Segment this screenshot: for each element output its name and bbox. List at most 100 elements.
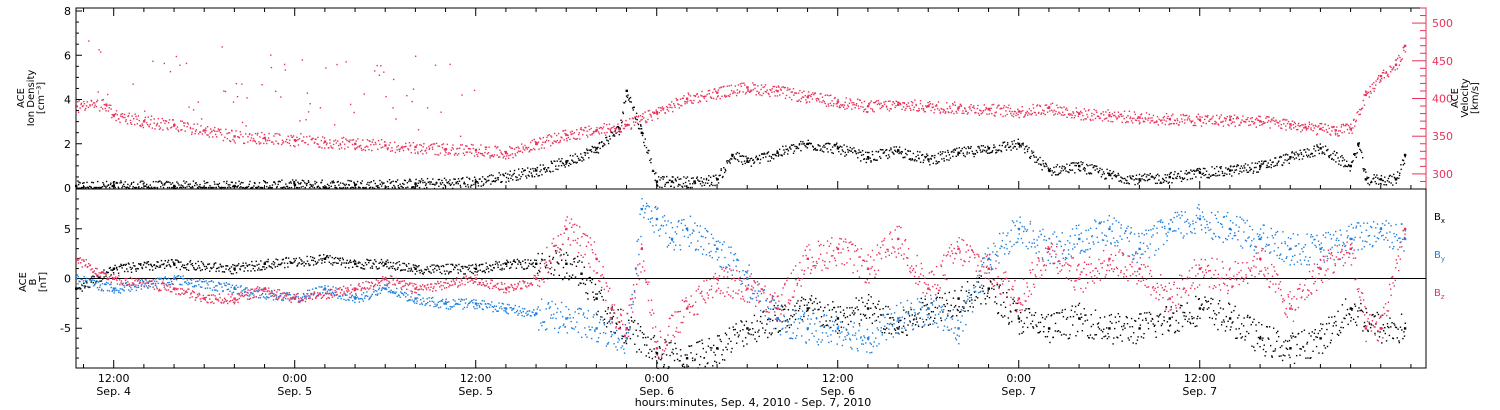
b-scatter-point [785,320,787,322]
density-velocity-scatter-point [172,186,175,189]
b-scatter-point [581,278,584,281]
density-velocity-scatter-point [1218,124,1220,126]
b-scatter-point [725,346,727,349]
density-velocity-scatter-point [167,122,170,124]
b-scatter-point [495,260,497,263]
density-velocity-scatter-point [648,149,650,152]
density-velocity-scatter-point [1217,123,1219,125]
density-velocity-scatter-point [95,105,98,108]
b-scatter-point [737,336,740,338]
b-scatter-point [645,355,647,357]
density-velocity-scatter-point [218,129,220,131]
density-velocity-scatter-point [316,143,318,145]
b-scatter-point [553,274,555,276]
density-velocity-scatter-point [646,121,648,123]
density-velocity-scatter-point [417,182,419,184]
b-scatter-point [523,268,526,270]
density-velocity-scatter-point [127,183,129,186]
density-velocity-scatter-point [289,181,292,183]
density-velocity-scatter-point [1331,158,1333,161]
density-velocity-scatter-point [323,186,325,189]
b-scatter-point [672,353,675,355]
density-velocity-scatter-point [201,186,204,189]
b-scatter-point [238,263,240,265]
density-velocity-scatter-point [1090,172,1093,175]
density-velocity-scatter-point [843,104,846,106]
density-velocity-scatter-point [619,130,622,132]
b-scatter-point [118,265,120,268]
density-velocity-data-point [565,133,568,137]
density-velocity-scatter-point [1208,173,1210,176]
density-velocity-scatter-point [1229,115,1231,117]
b-scatter-point [714,360,716,363]
density-velocity-scatter-point [1182,178,1185,180]
density-velocity-scatter-point [98,186,100,189]
density-velocity-scatter-point [277,180,280,183]
density-velocity-scatter-point [368,187,371,189]
b-scatter-point [987,290,989,292]
density-velocity-scatter-point [1072,162,1074,164]
density-velocity-scatter-point [539,170,541,173]
density-velocity-scatter-point [728,161,730,163]
density-velocity-scatter-point [1363,94,1365,96]
b-scatter-point [452,264,454,266]
density-velocity-scatter-point [750,90,753,92]
density-velocity-scatter-point [1382,179,1384,182]
density-velocity-scatter-point [686,102,688,104]
density-velocity-scatter-point [321,136,324,138]
b-scatter-point [378,267,380,269]
density-velocity-scatter-point [253,181,256,184]
density-velocity-scatter-point [1056,104,1058,106]
density-velocity-scatter-point [128,112,130,115]
density-velocity-scatter-point [1101,173,1104,176]
b-scatter-point [221,271,224,273]
b-scatter-point [513,259,515,261]
b-scatter-point [359,262,361,264]
density-velocity-scatter-point [1270,164,1272,166]
density-velocity-scatter-point [943,160,945,162]
density-velocity-scatter-point [736,159,739,161]
density-velocity-scatter-point [345,183,348,186]
density-velocity-scatter-point [492,174,494,177]
b-scatter-point [809,298,811,300]
b-scatter-point [864,314,867,316]
density-velocity-scatter-point [1088,109,1090,111]
density-velocity-scatter-point [1392,184,1394,186]
density-velocity-scatter-point [1061,107,1063,109]
density-velocity-scatter-point [1375,84,1377,86]
density-velocity-scatter-point [532,167,534,170]
density-velocity-scatter-point [1090,119,1092,122]
density-velocity-scatter-point [901,108,903,111]
b-scatter-point [403,262,406,265]
density-velocity-scatter-point [855,103,858,105]
density-velocity-scatter-point [981,150,984,153]
density-velocity-scatter-point [1005,106,1007,108]
b-scatter-point [320,258,322,260]
density-velocity-scatter-point [441,179,443,182]
density-velocity-scatter-point [858,107,860,110]
density-velocity-scatter-point [343,183,345,186]
density-velocity-scatter-point [498,172,500,174]
density-velocity-scatter-point [515,179,518,181]
b-scatter-point [258,267,260,269]
density-velocity-scatter-point [729,162,732,164]
density-velocity-scatter-point [122,116,124,119]
density-velocity-scatter-point [784,151,786,154]
density-velocity-scatter-point [179,186,182,188]
density-velocity-scatter-point [449,63,451,66]
density-velocity-scatter-point [301,140,303,142]
density-velocity-scatter-point [808,101,811,103]
density-velocity-scatter-point [599,126,602,129]
density-velocity-scatter-point [974,153,977,155]
density-velocity-scatter-point [636,118,638,121]
b-scatter-point [968,291,970,294]
b-scatter-point [920,308,922,311]
density-velocity-scatter-point [710,97,713,99]
density-velocity-data-point [354,142,357,146]
density-velocity-scatter-point [1246,171,1248,173]
density-velocity-scatter-point [572,137,575,139]
density-velocity-scatter-point [471,180,474,182]
density-velocity-scatter-point [969,108,971,110]
b-scatter-point [627,329,630,331]
density-velocity-scatter-point [1257,119,1260,122]
